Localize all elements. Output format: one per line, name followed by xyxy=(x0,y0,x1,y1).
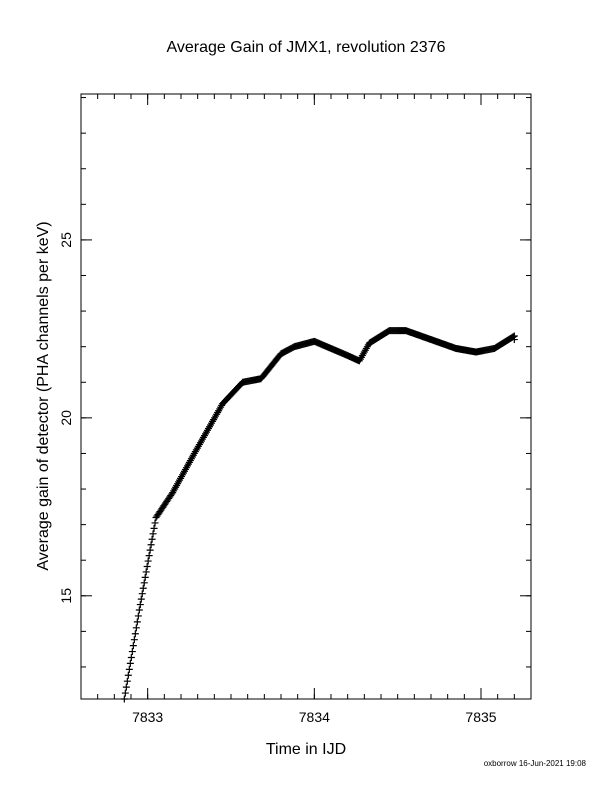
x-tick-label: 7835 xyxy=(465,709,496,725)
data-point xyxy=(125,665,133,673)
data-point xyxy=(124,671,132,679)
data-point xyxy=(146,546,154,554)
data-point xyxy=(136,601,144,609)
y-tick-label: 15 xyxy=(58,588,74,604)
data-point xyxy=(131,630,139,638)
data-points xyxy=(120,327,518,703)
data-point xyxy=(149,530,157,538)
data-point xyxy=(132,624,140,632)
data-point xyxy=(128,648,136,656)
data-point xyxy=(137,595,145,603)
data-point xyxy=(144,557,152,565)
y-tick-label: 25 xyxy=(58,232,74,248)
x-tick-label: 7833 xyxy=(132,709,163,725)
data-point xyxy=(126,659,134,667)
data-point xyxy=(151,519,159,527)
data-point xyxy=(510,336,518,344)
data-point xyxy=(129,642,137,650)
data-point xyxy=(134,612,142,620)
data-point xyxy=(141,573,149,581)
data-point xyxy=(140,579,148,587)
chart-title: Average Gain of JMX1, revolution 2376 xyxy=(167,39,446,56)
axis-ticks xyxy=(80,94,532,699)
data-point xyxy=(123,677,131,685)
plot-frame xyxy=(80,93,532,700)
data-point xyxy=(127,653,135,661)
data-point xyxy=(148,535,156,543)
data-point xyxy=(509,333,517,341)
tick-labels: 7833 7834 7835 15 20 25 xyxy=(58,232,497,725)
data-point xyxy=(138,590,146,598)
footer-stamp: oxborrow 16-Jun-2021 19:08 xyxy=(484,759,587,768)
x-axis-title: Time in IJD xyxy=(266,741,346,758)
data-point xyxy=(147,541,155,549)
data-point xyxy=(120,695,128,703)
x-tick-label: 7834 xyxy=(299,709,330,725)
data-point xyxy=(133,618,141,626)
data-point xyxy=(130,636,138,644)
y-axis-title: Average gain of detector (PHA channels p… xyxy=(35,221,52,570)
data-point xyxy=(150,524,158,532)
data-point xyxy=(121,689,129,697)
data-point xyxy=(135,606,143,614)
data-point xyxy=(142,568,150,576)
data-point xyxy=(145,552,153,560)
data-point xyxy=(139,584,147,592)
y-tick-label: 20 xyxy=(58,410,74,426)
data-point xyxy=(143,562,151,570)
data-point xyxy=(122,683,130,691)
